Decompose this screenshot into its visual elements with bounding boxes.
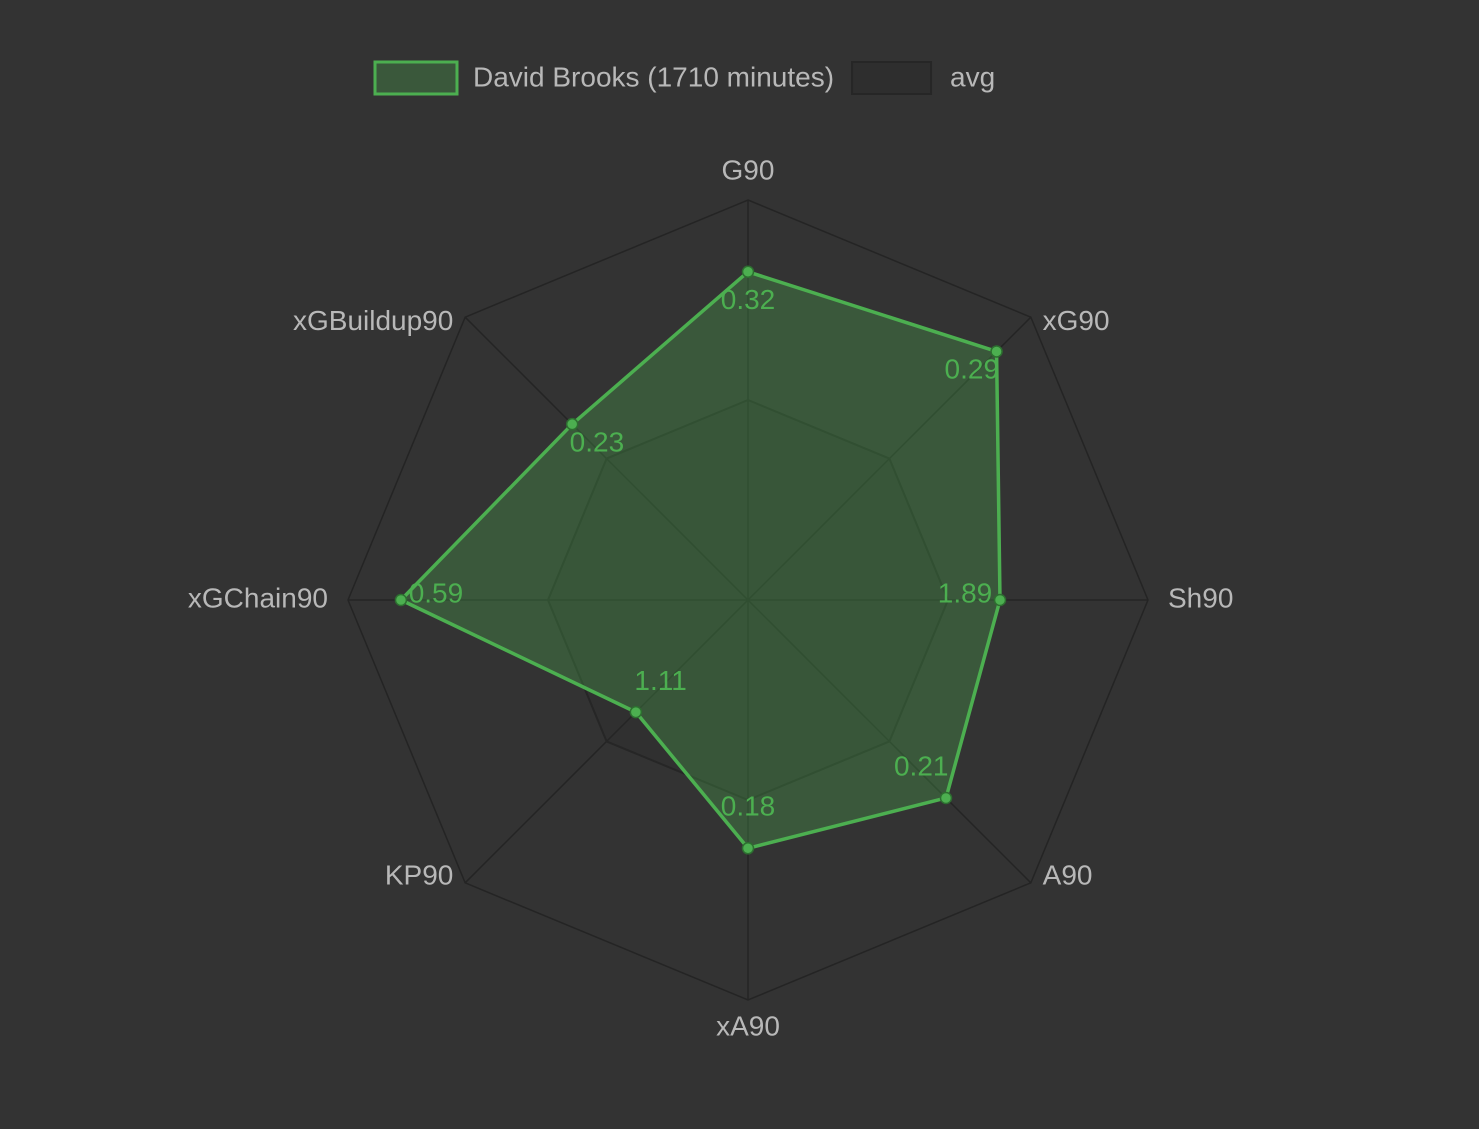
data-point xyxy=(990,345,1003,358)
data-label: 0.21 xyxy=(894,751,949,782)
category-label: xGBuildup90 xyxy=(293,305,453,336)
category-label: A90 xyxy=(1043,860,1093,891)
series-area xyxy=(547,399,949,801)
legend-label[interactable]: David Brooks (1710 minutes) xyxy=(473,61,834,92)
category-label: xGChain90 xyxy=(188,582,328,613)
data-point xyxy=(741,842,755,855)
data-point xyxy=(629,705,643,719)
data-label: 0.32 xyxy=(721,284,776,315)
legend-label[interactable]: avg xyxy=(950,61,995,92)
legend-swatch[interactable] xyxy=(373,60,459,96)
data-point xyxy=(394,593,408,607)
data-label: 0.59 xyxy=(409,577,464,608)
data-label: 1.11 xyxy=(634,665,686,696)
data-label: 1.89 xyxy=(938,577,993,608)
category-label: G90 xyxy=(722,154,775,185)
data-label: 0.29 xyxy=(945,354,1000,385)
category-label: Sh90 xyxy=(1168,582,1233,613)
data-point xyxy=(993,593,1007,607)
category-label: xG90 xyxy=(1043,305,1110,336)
legend-swatch[interactable] xyxy=(851,61,933,95)
category-label: xA90 xyxy=(716,1010,780,1041)
data-label: 0.23 xyxy=(570,426,625,457)
category-label: KP90 xyxy=(385,860,454,891)
data-point xyxy=(565,417,579,431)
data-point xyxy=(939,791,953,805)
data-point xyxy=(741,265,755,279)
data-label: 0.18 xyxy=(721,791,776,822)
